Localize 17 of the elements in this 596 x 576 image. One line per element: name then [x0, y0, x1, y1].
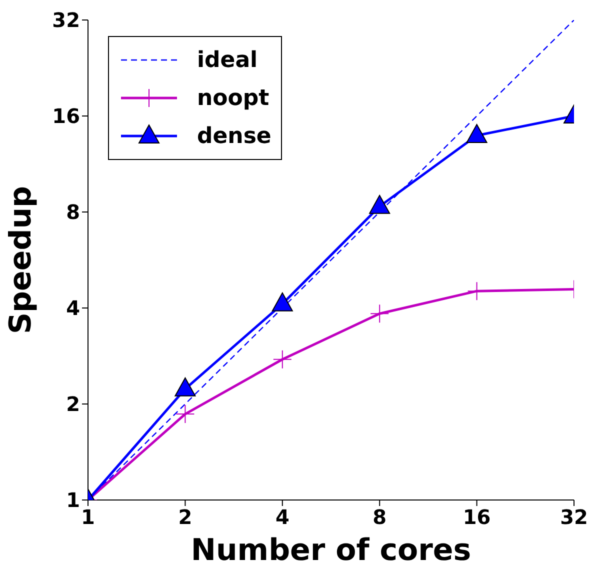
x-tick-label: 4	[275, 505, 290, 530]
y-tick-label: 16	[52, 104, 80, 128]
legend-label: dense	[197, 124, 272, 148]
x-tick-label: 8	[372, 505, 387, 530]
legend-label: noopt	[197, 86, 270, 110]
legend-label: ideal	[197, 48, 258, 72]
y-tick-label: 4	[66, 296, 80, 320]
x-tick-label: 16	[462, 505, 491, 530]
y-tick-label: 1	[66, 488, 80, 512]
y-tick-label: 2	[66, 392, 80, 416]
y-axis-title: Speedup	[4, 186, 39, 334]
x-tick-label: 2	[178, 505, 192, 530]
x-tick-label: 32	[560, 505, 588, 530]
y-tick-label: 8	[66, 200, 80, 224]
x-tick-label: 1	[81, 505, 95, 530]
y-tick-label: 32	[52, 8, 80, 32]
x-axis-title: Number of cores	[190, 533, 472, 568]
